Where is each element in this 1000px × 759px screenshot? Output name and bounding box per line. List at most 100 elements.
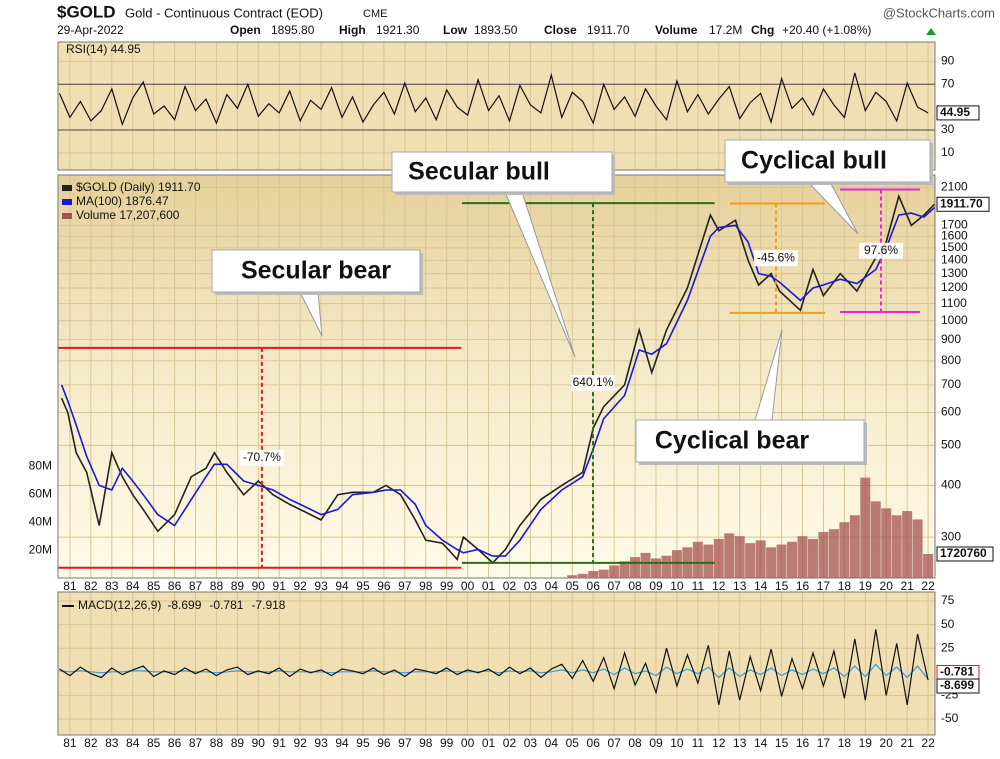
x-tick-label: 98 xyxy=(419,579,433,593)
indicator-reading: -7.918 xyxy=(251,598,285,612)
macd-panel xyxy=(58,592,935,735)
range-label: -70.7% xyxy=(243,450,281,464)
callout-pointer xyxy=(299,291,323,337)
x-tick-label: 01 xyxy=(482,579,496,593)
x-tick-label: 15 xyxy=(775,579,789,593)
x-tick-label: 90 xyxy=(252,579,266,593)
x-tick-label: 07 xyxy=(607,736,621,750)
x-tick-label: 97 xyxy=(398,579,412,593)
x-tick-label: 85 xyxy=(147,736,161,750)
range-label: 97.6% xyxy=(864,243,898,257)
volume-bar xyxy=(661,555,672,578)
value-box-label: -8.699 xyxy=(940,678,974,692)
x-tick-label: 83 xyxy=(105,579,119,593)
date: 29-Apr-2022 xyxy=(57,23,124,37)
quote-value: 17.2M xyxy=(709,23,742,37)
volume-bar xyxy=(766,547,777,578)
x-tick-label: 86 xyxy=(168,579,182,593)
indicator-reading: -8.699 xyxy=(167,598,201,612)
y2-tick-label: 80M xyxy=(29,459,52,473)
volume-bar xyxy=(671,550,682,578)
x-tick-label: 17 xyxy=(817,579,831,593)
volume-bar xyxy=(724,533,735,578)
callout-box xyxy=(724,139,931,183)
x-tick-label: 95 xyxy=(356,736,370,750)
y-tick-label: 800 xyxy=(941,353,961,367)
indicator-title: MACD(12,26,9) xyxy=(78,598,161,612)
x-tick-label: 81 xyxy=(63,579,77,593)
x-tick-label: 03 xyxy=(524,736,538,750)
value-box xyxy=(936,196,990,212)
range-label: 640.1% xyxy=(573,375,614,389)
x-tick-label: 21 xyxy=(900,736,914,750)
y-tick-label: 50 xyxy=(941,617,955,631)
callout-pointer xyxy=(807,181,859,235)
x-tick-label: 99 xyxy=(440,579,454,593)
x-tick-label: 04 xyxy=(545,579,559,593)
series-line xyxy=(58,72,929,127)
y-tick-label: 75 xyxy=(941,593,955,607)
x-tick-label: 22 xyxy=(921,579,935,593)
range-label-bg xyxy=(239,449,284,466)
quote-label: Chg xyxy=(751,23,774,37)
x-tick-label: 10 xyxy=(670,736,684,750)
callout-box xyxy=(635,419,865,463)
x-tick-label: 97 xyxy=(398,736,412,750)
x-tick-label: 12 xyxy=(712,736,726,750)
quote-label: Low xyxy=(443,23,468,37)
volume-bar xyxy=(734,536,745,578)
y-tick-label: 700 xyxy=(941,377,961,391)
quote-value: +20.40 (+1.08%) xyxy=(782,23,871,37)
y2-tick-label: 40M xyxy=(29,514,52,528)
range-label-bg xyxy=(753,250,798,267)
series-line xyxy=(59,629,929,706)
volume-bar xyxy=(776,544,787,578)
x-tick-label: 83 xyxy=(105,736,119,750)
volume-bar xyxy=(849,515,860,578)
price-panel xyxy=(58,175,935,578)
y-tick-label: 300 xyxy=(941,529,961,543)
x-tick-label: 21 xyxy=(900,579,914,593)
y-tick-label: 1500 xyxy=(941,240,968,254)
x-tick-label: 13 xyxy=(733,736,747,750)
callout-text: Secular bear xyxy=(241,257,391,285)
x-tick-label: 16 xyxy=(796,736,810,750)
x-tick-label: 18 xyxy=(838,736,852,750)
legend-label: $GOLD (Daily) 1911.70 xyxy=(76,180,201,194)
range-label: -45.6% xyxy=(757,250,795,264)
quote-label: High xyxy=(339,23,366,37)
y-tick-label: 1000 xyxy=(941,313,968,327)
x-tick-label: 03 xyxy=(524,579,538,593)
volume-bar xyxy=(577,573,588,578)
x-tick-label: 96 xyxy=(377,579,391,593)
x-tick-label: 82 xyxy=(84,579,98,593)
value-box-label: 44.95 xyxy=(940,105,970,119)
y-tick-label: 70 xyxy=(941,76,955,90)
volume-bar xyxy=(640,552,651,578)
y-tick-label: 25 xyxy=(941,640,955,654)
quote-label: Volume xyxy=(655,23,698,37)
legend-label: MA(100) 1876.47 xyxy=(76,194,169,208)
callout-text: Cyclical bear xyxy=(655,427,810,455)
source: @StockCharts.com xyxy=(883,5,995,20)
x-tick-label: 88 xyxy=(210,736,224,750)
x-tick-label: 19 xyxy=(859,736,873,750)
x-tick-label: 93 xyxy=(314,579,328,593)
x-tick-label: 86 xyxy=(168,736,182,750)
x-tick-label: 82 xyxy=(84,736,98,750)
value-box-label: 1911.70 xyxy=(940,196,983,210)
volume-bar xyxy=(807,538,818,578)
x-tick-label: 94 xyxy=(335,736,349,750)
x-tick-label: 87 xyxy=(189,579,203,593)
x-tick-label: 15 xyxy=(775,736,789,750)
y-tick-label: 1600 xyxy=(941,228,968,242)
y-tick-label: 1400 xyxy=(941,252,968,266)
y-tick-label: 500 xyxy=(941,438,961,452)
volume-bar xyxy=(609,565,620,578)
x-tick-label: 99 xyxy=(440,736,454,750)
value-box-label: -0.781 xyxy=(940,665,974,679)
legend-swatch xyxy=(62,199,72,205)
volume-bar xyxy=(650,558,661,578)
x-tick-label: 81 xyxy=(63,736,77,750)
